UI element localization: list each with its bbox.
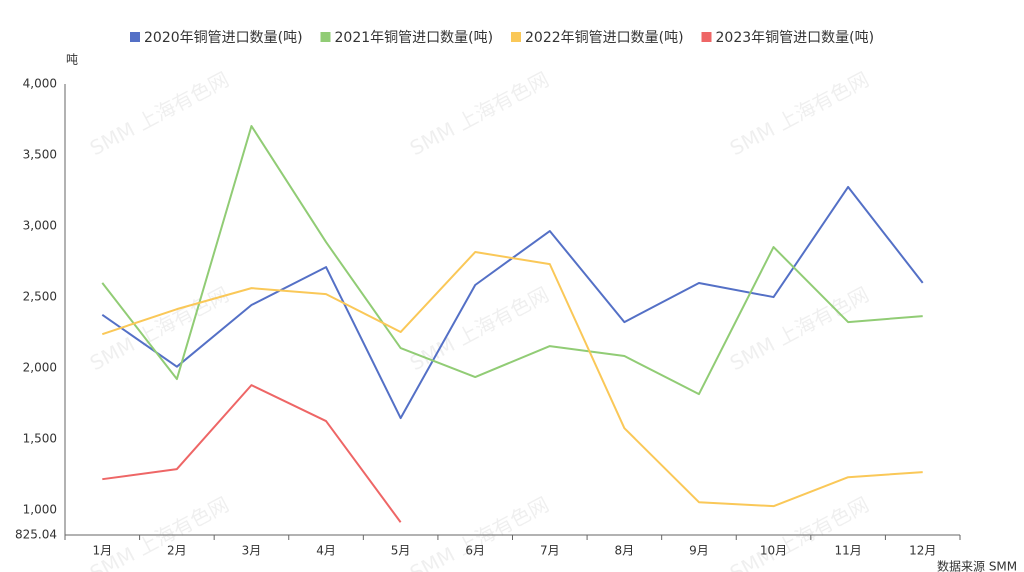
y-tick-label: 3,000 [23, 219, 57, 233]
legend-label: 2020年铜管进口数量(吨) [144, 30, 303, 46]
x-tick-label: 9月 [689, 544, 709, 558]
y-tick-label: 4,000 [23, 77, 57, 91]
x-tick-label: 2月 [167, 544, 187, 558]
legend-swatch [511, 32, 521, 42]
series-line [101, 125, 923, 396]
unit-label: 吨 [66, 53, 78, 67]
watermark: SMM 上海有色网 [86, 67, 233, 160]
y-tick-label: 1,000 [23, 503, 57, 517]
legend-label: 2022年铜管进口数量(吨) [525, 30, 684, 46]
watermark: SMM 上海有色网 [86, 492, 233, 572]
y-tick-label: 825.04 [15, 528, 57, 542]
legend-label: 2021年铜管进口数量(吨) [335, 30, 494, 46]
y-tick-label: 3,500 [23, 148, 57, 162]
x-tick-label: 4月 [316, 544, 336, 558]
legend-swatch [701, 32, 712, 42]
x-tick-label: 1月 [92, 544, 112, 558]
watermark: SMM 上海有色网 [86, 282, 233, 375]
legend-swatch [130, 32, 140, 42]
x-tick-label: 11月 [834, 544, 861, 558]
series-line [102, 384, 402, 523]
watermark: SMM 上海有色网 [406, 282, 553, 375]
x-tick-label: 7月 [540, 544, 560, 558]
x-tick-label: 10月 [760, 544, 787, 558]
watermark: SMM 上海有色网 [726, 67, 873, 160]
y-tick-label: 2,000 [23, 361, 57, 375]
legend-swatch [320, 32, 331, 42]
legend-label: 2023年铜管进口数量(吨) [716, 30, 875, 46]
x-tick-label: 6月 [465, 544, 485, 558]
x-tick-label: 8月 [615, 544, 635, 558]
watermark: SMM 上海有色网 [406, 67, 553, 160]
x-tick-label: 5月 [391, 544, 411, 558]
y-tick-label: 2,500 [23, 290, 57, 304]
series-line [101, 251, 923, 508]
source-note: 数据来源 SMM [937, 559, 1017, 572]
x-tick-label: 12月 [909, 544, 936, 558]
y-tick-label: 1,500 [23, 432, 57, 446]
watermark: SMM 上海有色网 [406, 492, 553, 572]
x-tick-label: 3月 [242, 544, 262, 558]
